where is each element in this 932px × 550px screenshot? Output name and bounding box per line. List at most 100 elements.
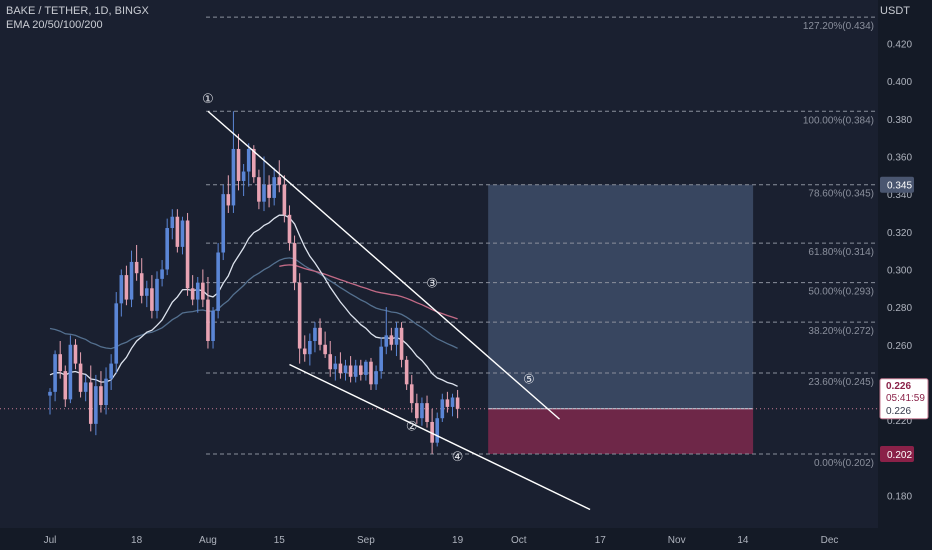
candle-body xyxy=(292,243,297,283)
price-tick-label: 0.300 xyxy=(887,265,912,276)
candle xyxy=(430,408,434,454)
candle-body xyxy=(129,261,134,300)
price-tick-label: 0.400 xyxy=(887,77,912,88)
candle xyxy=(236,133,241,191)
candle xyxy=(257,169,261,210)
long-target-zone xyxy=(488,184,754,409)
fib-level-label: 50.00%(0.293) xyxy=(808,287,874,298)
candle xyxy=(379,337,383,379)
candle xyxy=(88,365,93,432)
candle xyxy=(287,205,292,251)
time-tick-label: Sep xyxy=(357,535,375,546)
candle-body xyxy=(415,403,419,419)
candle-body xyxy=(394,327,399,345)
candle xyxy=(99,371,103,413)
candle-body xyxy=(231,148,236,206)
candle xyxy=(211,307,215,349)
candle xyxy=(318,318,322,351)
price-tick-label: 0.260 xyxy=(887,341,912,352)
price-badge-label: 0.345 xyxy=(887,181,912,192)
candle xyxy=(343,359,348,381)
candle xyxy=(445,391,450,413)
time-axis: Jul 18 Aug 15 Sep 19 Oct 17 Nov 14 Dec xyxy=(0,528,932,550)
price-tick-label: 0.320 xyxy=(887,228,912,239)
price-axis: 0.1800.2200.2400.2600.2800.3000.3200.340… xyxy=(878,0,932,550)
candle xyxy=(297,273,302,364)
candle-body xyxy=(195,282,200,300)
candle-body xyxy=(201,282,205,300)
candle-body xyxy=(257,177,261,202)
candle xyxy=(150,275,154,319)
current-price-badge-bg xyxy=(880,378,928,419)
candle xyxy=(226,175,231,213)
candle-body xyxy=(221,194,226,253)
price-tick-label: 0.280 xyxy=(887,303,912,314)
candle-body xyxy=(302,348,307,355)
price-tick-label: 0.180 xyxy=(887,491,912,502)
time-tick-label: 14 xyxy=(737,535,749,546)
fib-level-label: 0.00%(0.202) xyxy=(814,458,874,469)
candle-body xyxy=(58,354,62,372)
fib-level-label: 23.60%(0.245) xyxy=(808,377,874,388)
fib-level-label: 127.20%(0.434) xyxy=(803,21,874,32)
candle xyxy=(83,374,88,402)
candle-body xyxy=(190,288,195,300)
candle xyxy=(185,212,190,296)
candle-body xyxy=(450,397,455,407)
candle xyxy=(272,167,276,206)
candle xyxy=(58,341,62,379)
candle-body xyxy=(287,214,292,244)
candle-body xyxy=(333,363,338,370)
candle-body xyxy=(68,344,73,400)
candle-body xyxy=(328,354,333,370)
candle xyxy=(358,359,363,381)
candle-body xyxy=(445,399,450,407)
candle xyxy=(389,327,394,351)
candle-body xyxy=(236,148,241,181)
candle xyxy=(109,354,113,390)
countdown-label: 05:41:59 xyxy=(886,393,925,404)
candle-body xyxy=(420,403,424,419)
candle-body xyxy=(267,184,271,198)
candle xyxy=(374,365,378,390)
candle xyxy=(165,218,169,276)
candle-body xyxy=(170,216,175,229)
candle xyxy=(425,395,429,428)
candle xyxy=(302,335,307,362)
candle-body xyxy=(226,194,231,206)
candle-body xyxy=(145,288,149,296)
candle-body xyxy=(216,252,220,311)
candle-body xyxy=(313,327,317,342)
time-axis-bg xyxy=(0,528,932,550)
current-price-badge-border xyxy=(879,378,929,420)
candle xyxy=(246,143,251,187)
long-stop-zone xyxy=(488,408,754,454)
candle-body xyxy=(134,261,139,274)
price-badge-label: 0.202 xyxy=(887,450,912,461)
candle xyxy=(267,175,271,208)
candle-body xyxy=(440,399,445,419)
wave-label: ④ xyxy=(452,450,464,465)
candle xyxy=(415,393,419,424)
time-tick-label: Jul xyxy=(44,535,57,546)
candle-body xyxy=(409,384,414,404)
candle-body xyxy=(160,269,164,279)
candle xyxy=(53,350,57,402)
candle-body xyxy=(369,361,373,385)
candle-body xyxy=(262,184,266,202)
candle-body xyxy=(358,365,363,375)
candle-body xyxy=(53,354,57,392)
candle xyxy=(195,276,200,313)
candle-body xyxy=(404,359,409,385)
candle xyxy=(241,164,246,197)
candle xyxy=(435,412,440,447)
candle xyxy=(313,322,317,353)
candle xyxy=(364,359,368,381)
fib-level-label: 38.20%(0.272) xyxy=(808,326,874,337)
candle xyxy=(124,265,129,306)
candle-body xyxy=(165,228,169,270)
candle-body xyxy=(318,327,322,345)
